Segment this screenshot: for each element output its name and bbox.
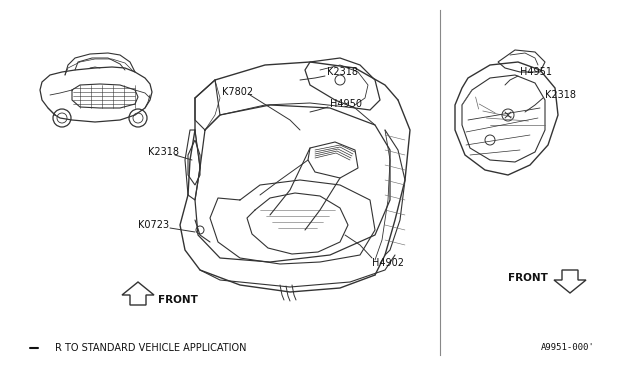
Polygon shape [554,270,586,293]
Text: K2318: K2318 [545,90,576,100]
Text: FRONT: FRONT [508,273,548,283]
Polygon shape [122,282,154,305]
Text: A9951-000': A9951-000' [541,343,595,353]
Text: H4902: H4902 [372,258,404,268]
Text: H4950: H4950 [330,99,362,109]
Text: K2318: K2318 [327,67,358,77]
Text: K0723: K0723 [138,220,169,230]
Text: H4951: H4951 [520,67,552,77]
Text: R TO STANDARD VEHICLE APPLICATION: R TO STANDARD VEHICLE APPLICATION [55,343,246,353]
Text: K7802: K7802 [222,87,253,97]
Text: K2318: K2318 [148,147,179,157]
Text: FRONT: FRONT [158,295,198,305]
